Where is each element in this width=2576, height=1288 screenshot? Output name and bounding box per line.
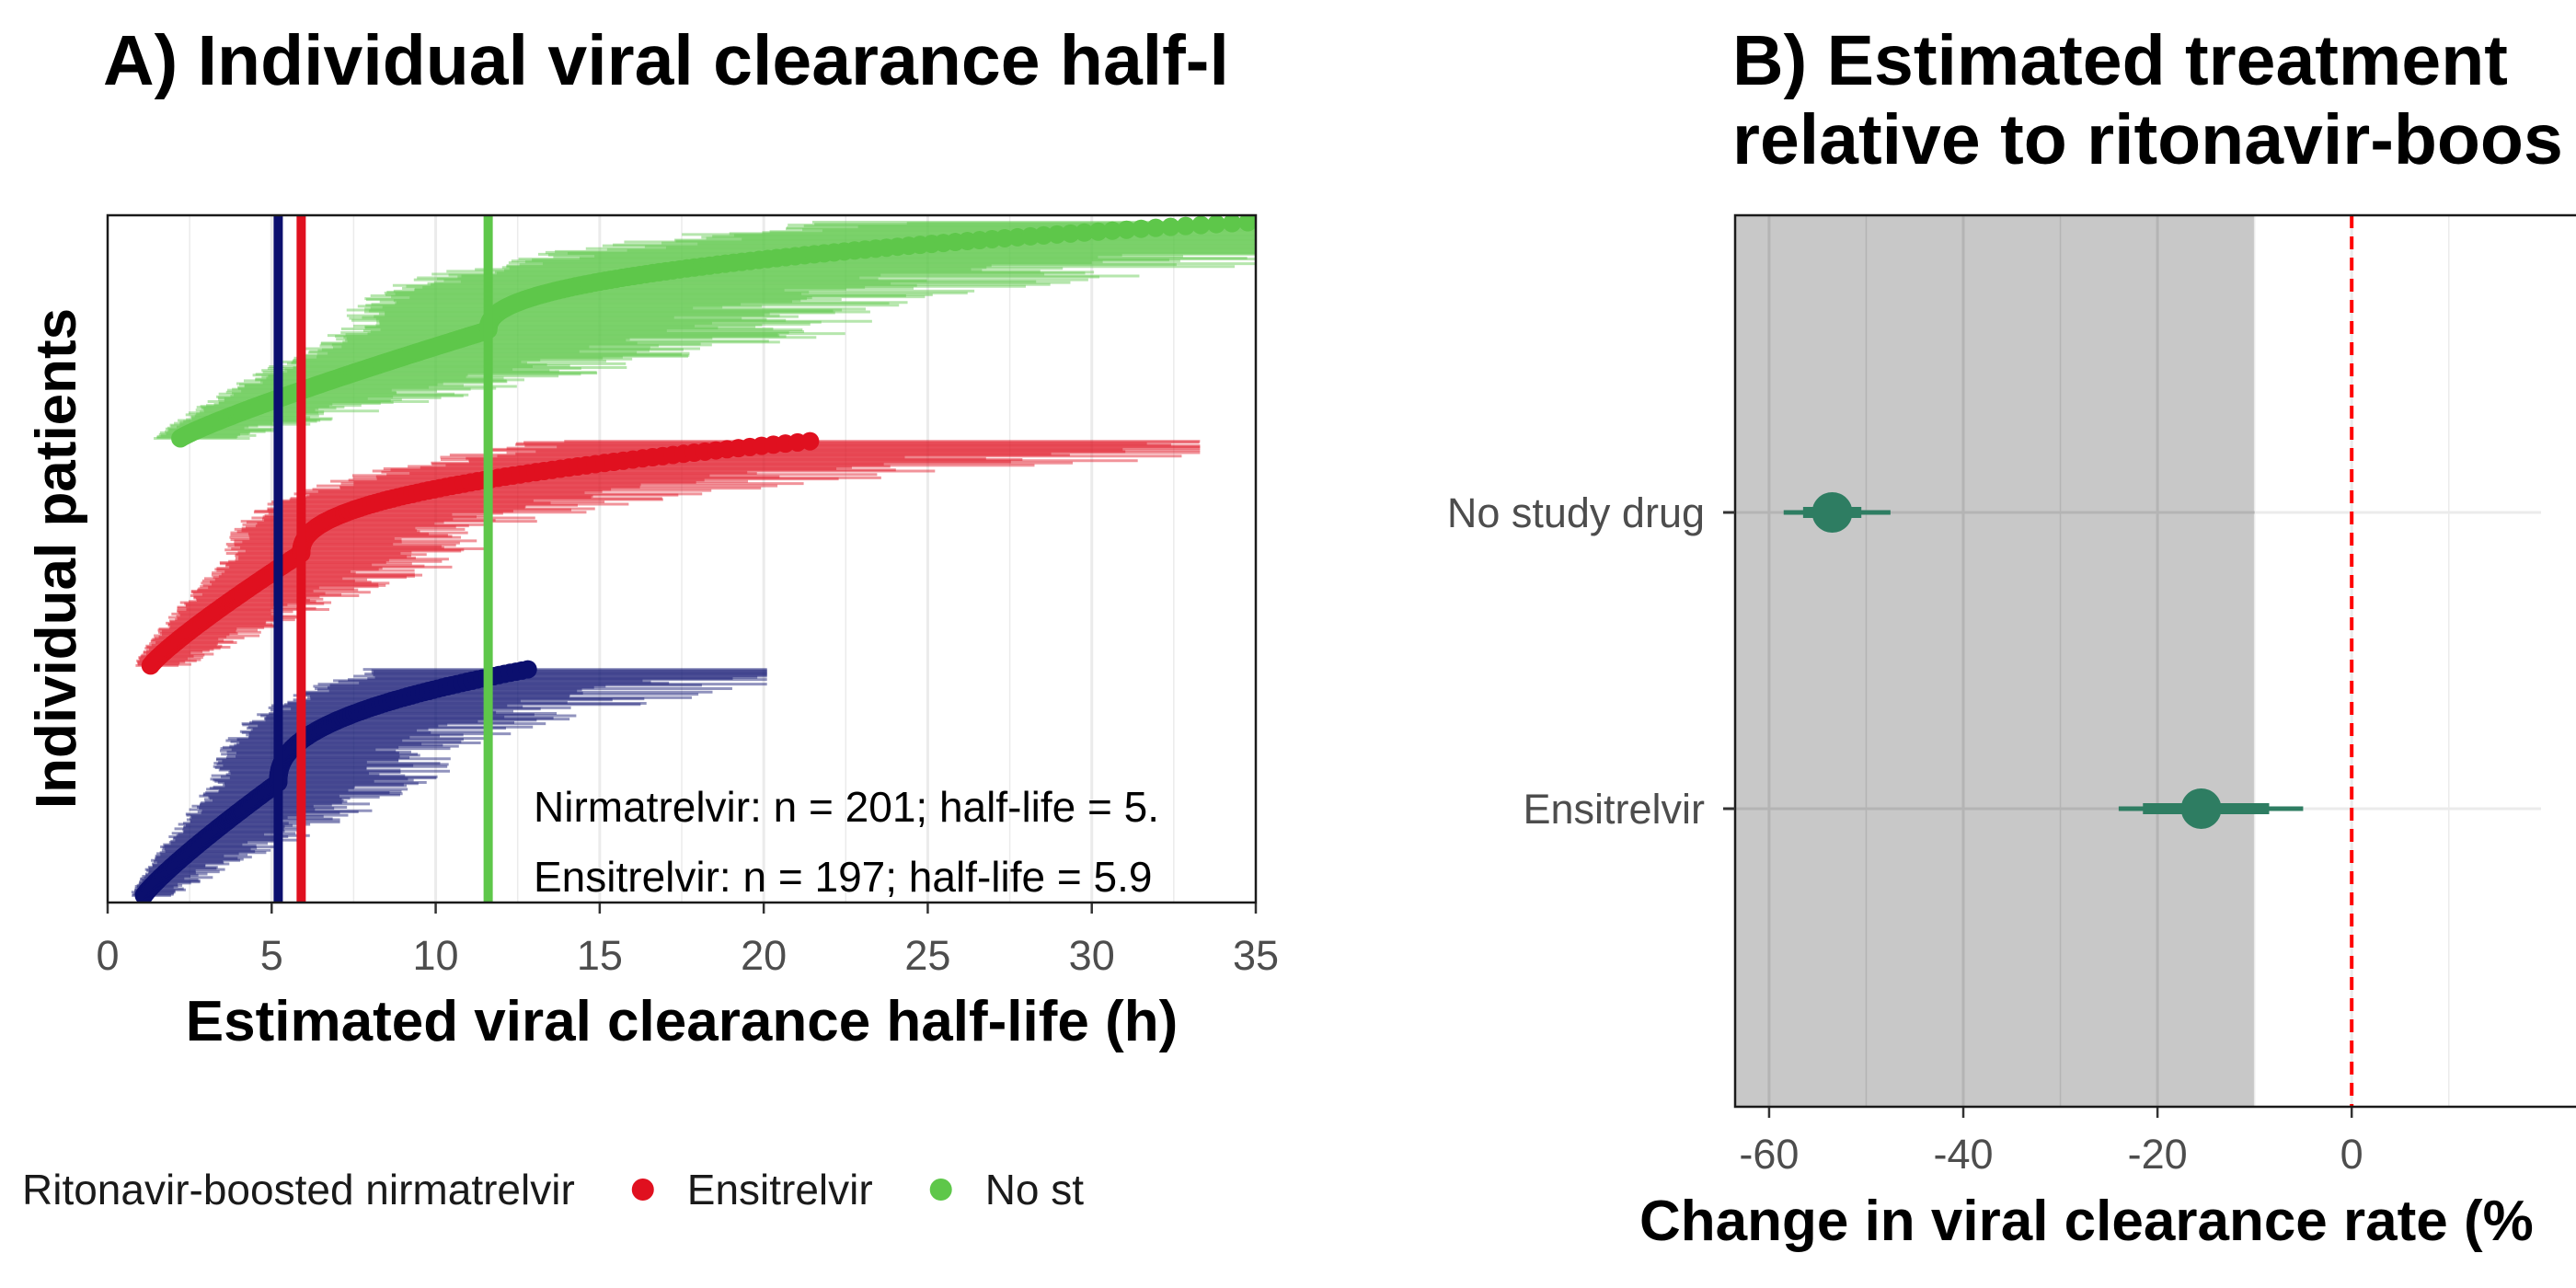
panel-a-x-axis-title: Estimated viral clearance half-life (h) (186, 990, 1179, 1053)
patient-estimate (1088, 222, 1108, 241)
panel-b-x-axis-title: Change in viral clearance rate (% (1639, 1190, 2534, 1253)
panel-b-plot-area (1735, 215, 2541, 1107)
panel-a-border (106, 213, 1258, 904)
panel-a-legend: Ritonavir-boosted nirmatrelvir Ensitrelvi… (22, 1166, 1084, 1213)
x-tick-label: 30 (1069, 932, 1115, 979)
estimate-point-0 (1811, 492, 1853, 533)
x-tick-label: 20 (741, 932, 787, 979)
legend-label-0: Ritonavir-boosted nirmatrelvir (22, 1166, 575, 1213)
patient-estimate (518, 660, 537, 679)
patient-estimate (1223, 215, 1242, 233)
patient-estimate (1034, 225, 1053, 245)
panel-a-x-ticks: 0 5 10 15 20 25 30 35 (96, 903, 1279, 979)
x-tick-label: 35 (1233, 932, 1279, 979)
panel-a-title: A) Individual viral clearance half-l (103, 21, 1229, 100)
x-tick-label: -20 (2128, 1131, 2188, 1178)
patient-estimate (1021, 226, 1041, 246)
panel-a-gridlines (189, 215, 1175, 903)
y-tick-label: Ensitrelvir (1523, 786, 1705, 833)
patient-estimate (800, 431, 820, 451)
evidence-shaded-region (1735, 215, 2255, 1107)
patient-estimate (1191, 215, 1211, 235)
patient-estimate (1238, 215, 1256, 232)
panel-a: A) Individual viral clearance half-l Nir… (22, 21, 1279, 1213)
patient-estimate (1061, 224, 1080, 243)
y-tick-label: No study drug (1447, 489, 1705, 536)
patient-estimate (1047, 224, 1066, 244)
panel-b-title-line-2: relative to ritonavir-boos (1732, 100, 2563, 179)
patient-estimate (1207, 215, 1226, 234)
patient-estimate (1075, 223, 1094, 242)
legend-label-1: Ensitrelvir (687, 1166, 873, 1213)
estimate-point-1 (2180, 788, 2222, 829)
nirmatrelvir-annotation: Nirmatrelvir: n = 201; half-life = 5. (534, 783, 1159, 831)
panel-a-y-axis-title: Individual patients (25, 308, 88, 809)
x-tick-label: -40 (1934, 1131, 1994, 1178)
x-tick-label: 0 (2340, 1131, 2363, 1178)
patient-estimate (1117, 220, 1136, 239)
patient-estimate (1103, 221, 1122, 240)
panel-b-y-ticks: No study drug Ensitrelvir (1447, 489, 1735, 833)
panel-b-border (1733, 213, 2576, 1109)
panel-a-patient-estimates (131, 215, 1256, 903)
series-0-patients (131, 660, 767, 903)
patient-estimate (1176, 216, 1195, 236)
panel-a-median-lines (273, 215, 493, 903)
x-tick-label: 10 (413, 932, 459, 979)
legend-key-1 (631, 1179, 654, 1201)
series-2-patients (154, 215, 1256, 448)
series-1-patients (135, 431, 1201, 675)
legend-key-2 (929, 1179, 952, 1201)
x-tick-label: 25 (904, 932, 950, 979)
panel-b: B) Estimated treatment relative to riton… (1447, 21, 2576, 1253)
x-tick-label: 15 (577, 932, 623, 979)
patient-estimate (1161, 217, 1180, 236)
x-tick-label: 5 (260, 932, 283, 979)
patient-estimate (1146, 218, 1166, 237)
x-tick-label: -60 (1739, 1131, 1799, 1178)
panel-b-title-line-1: B) Estimated treatment (1732, 21, 2508, 100)
ensitrelvir-annotation: Ensitrelvir: n = 197; half-life = 5.9 (534, 853, 1152, 901)
x-tick-label: 0 (96, 932, 119, 979)
patient-estimate (1132, 219, 1151, 238)
legend-label-2: No st (985, 1166, 1085, 1213)
panel-b-x-ticks: -60 -40 -20 0 (1739, 1108, 2363, 1178)
